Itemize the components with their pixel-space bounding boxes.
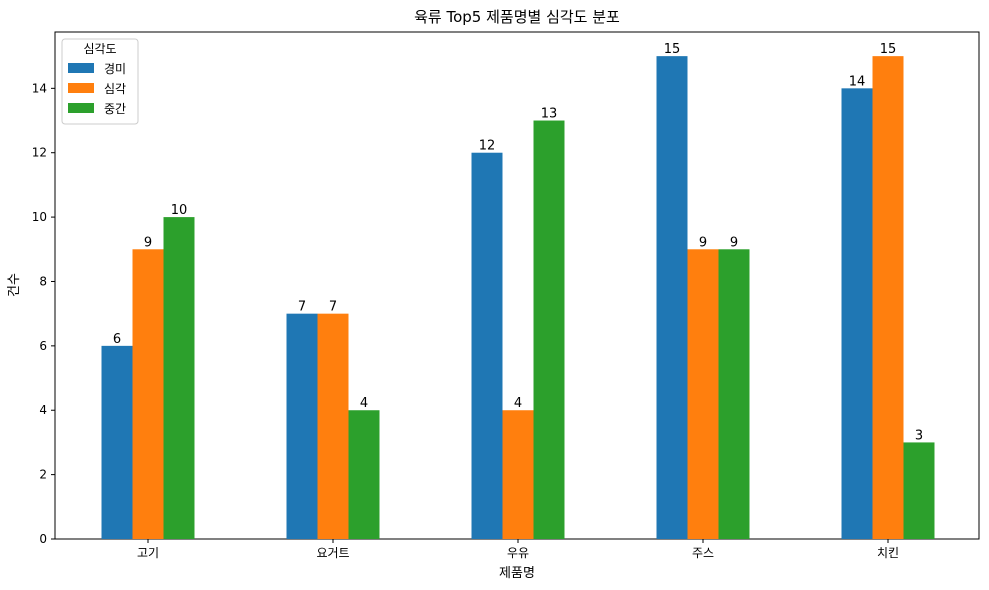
bar-value-label: 4 <box>360 396 368 411</box>
x-tick-label: 치킨 <box>877 546 899 560</box>
bar-value-label: 9 <box>730 235 738 250</box>
y-tick-label: 12 <box>32 146 47 160</box>
bar-경미-고기 <box>101 345 133 539</box>
bar-value-label: 15 <box>664 42 681 57</box>
bar-중간-치킨 <box>903 442 935 539</box>
bar-value-label: 13 <box>541 107 558 122</box>
bar-value-label: 7 <box>329 300 337 315</box>
bar-labels-group: 6 9 10 7 7 4 12 4 13 15 9 9 14 15 3 <box>113 42 923 443</box>
legend-swatch-중간 <box>68 103 94 113</box>
bar-심각-주스 <box>687 249 719 540</box>
y-tick-label: 14 <box>32 81 47 95</box>
bar-경미-치킨 <box>841 88 873 539</box>
y-axis: 0 2 4 6 8 10 12 14 <box>32 81 55 546</box>
bar-value-label: 7 <box>298 300 306 315</box>
bar-value-label: 9 <box>699 235 707 250</box>
y-tick-label: 8 <box>39 274 47 288</box>
legend-entry-label: 심각 <box>104 82 126 96</box>
bar-심각-고기 <box>132 249 164 540</box>
y-tick-label: 10 <box>32 210 47 224</box>
bar-심각-요거트 <box>317 313 349 539</box>
y-tick-label: 6 <box>39 339 47 353</box>
bar-value-label: 12 <box>479 139 496 154</box>
bar-value-label: 6 <box>113 332 121 347</box>
chart-title: 육류 Top5 제품명별 심각도 분포 <box>414 8 620 26</box>
legend-entry-label: 중간 <box>104 102 126 116</box>
x-tick-label: 고기 <box>137 546 159 560</box>
bar-심각-우유 <box>502 410 534 539</box>
bar-심각-치킨 <box>872 56 904 540</box>
y-tick-label: 0 <box>39 532 47 546</box>
bar-value-label: 15 <box>880 42 897 57</box>
legend-swatch-심각 <box>68 83 94 93</box>
bar-value-label: 3 <box>915 428 923 443</box>
bar-경미-주스 <box>656 56 688 540</box>
bar-value-label: 10 <box>171 203 188 218</box>
x-axis-label: 제품명 <box>499 566 535 581</box>
legend-swatch-경미 <box>68 63 94 73</box>
bar-경미-요거트 <box>286 313 318 539</box>
y-tick-label: 4 <box>39 403 47 417</box>
bar-중간-우유 <box>533 120 565 540</box>
x-tick-label: 요거트 <box>316 546 349 560</box>
x-tick-label: 주스 <box>692 546 714 560</box>
y-axis-label: 건수 <box>7 273 22 297</box>
x-axis: 고기 요거트 우유 주스 치킨 <box>137 539 899 560</box>
legend-box <box>61 38 139 125</box>
y-tick-label: 2 <box>39 468 47 482</box>
legend-entry-label: 경미 <box>104 62 126 76</box>
legend-title: 심각도 <box>83 42 116 56</box>
bar-value-label: 4 <box>514 396 522 411</box>
bar-중간-주스 <box>718 249 750 540</box>
x-tick-label: 우유 <box>507 546 529 560</box>
bars-group <box>101 56 935 540</box>
bar-경미-우유 <box>471 152 503 539</box>
bar-value-label: 9 <box>144 235 152 250</box>
bar-중간-요거트 <box>348 410 380 539</box>
bar-value-label: 14 <box>849 74 866 89</box>
bar-중간-고기 <box>163 217 195 539</box>
